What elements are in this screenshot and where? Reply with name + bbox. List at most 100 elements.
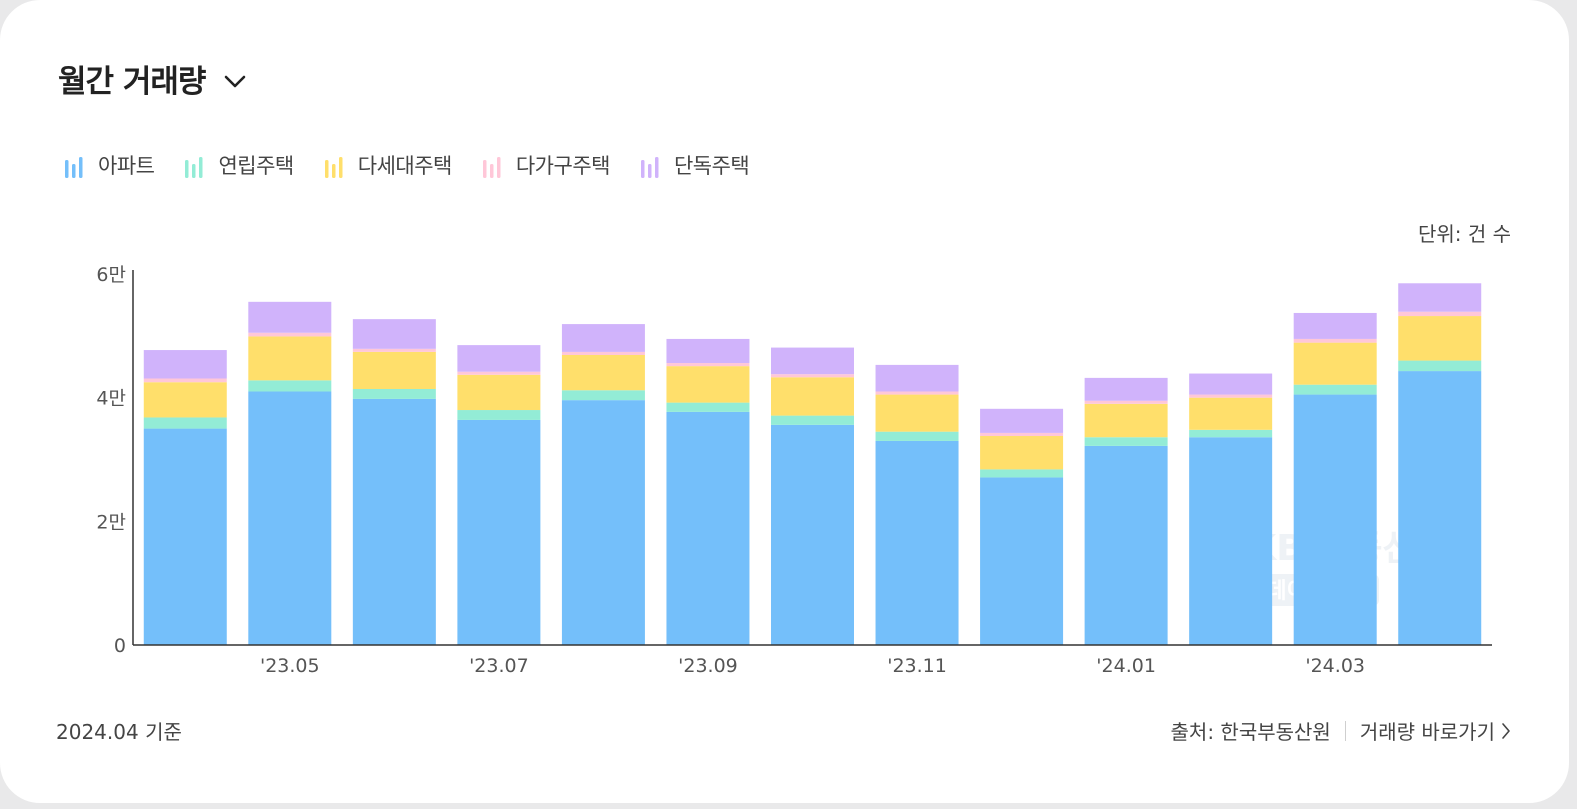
bar-segment-multifamily [980, 432, 1064, 437]
go-to-volume-link[interactable]: 거래량 바로가기 [1360, 716, 1511, 745]
bar-segment-row [1398, 360, 1482, 372]
bar-segment-multifamily [666, 363, 750, 367]
x-tick-label: '23.05 [260, 655, 320, 677]
bar-stack [1398, 283, 1482, 645]
bar-segment-row [457, 410, 541, 420]
bar-segment-apt [666, 411, 750, 645]
bar-segment-detached [1084, 377, 1168, 401]
bar-segment-row [1084, 437, 1168, 446]
bar-segment-apt [561, 400, 645, 645]
bar-stack [771, 347, 854, 645]
bar-chart-icon [65, 157, 83, 178]
bar-segment-multifamily [352, 348, 436, 352]
y-tick-label: 6만 [96, 264, 126, 286]
stacked-bar-chart: KB 부동산데이터허브'23.05'23.07'23.09'23.11'24.0… [96, 264, 1492, 677]
bar-segment-multi [248, 336, 332, 381]
bar-segment-apt [771, 424, 854, 645]
bar-stack [1084, 377, 1168, 645]
bar-segment-multifamily [143, 378, 227, 383]
bar-segment-multi [457, 374, 541, 411]
bar-segment-detached [980, 408, 1064, 433]
bar-segment-apt [980, 477, 1064, 645]
unit-label: 단위: 건 수 [1417, 222, 1511, 246]
y-tick-label: 4만 [96, 388, 126, 410]
x-tick-label: '24.03 [1305, 655, 1365, 677]
bar-segment-apt [1398, 371, 1482, 645]
legend-label: 다세대주택 [357, 154, 453, 178]
x-tick-label: '23.11 [887, 655, 947, 677]
bar-segment-multi [771, 377, 854, 416]
bar-segment-row [666, 402, 750, 412]
legend-label: 아파트 [98, 154, 155, 178]
bar-segment-detached [561, 324, 645, 352]
y-tick-label: 2만 [96, 511, 126, 533]
bar-stack [561, 324, 645, 645]
bar-segment-multifamily [457, 371, 541, 375]
legend-label: 다가구주택 [515, 154, 611, 178]
bar-segment-detached [143, 350, 227, 379]
legend-label: 연립주택 [218, 154, 294, 178]
bar-segment-multi [980, 436, 1064, 470]
bar-stack [1189, 373, 1273, 645]
as-of-date: 2024.04 기준 [56, 720, 182, 744]
bar-segment-row [1189, 429, 1273, 438]
bar-stack [1293, 312, 1377, 645]
bar-segment-row [248, 380, 332, 392]
bar-stack [143, 350, 227, 645]
bar-segment-multi [1293, 342, 1377, 385]
bar-segment-multifamily [1084, 400, 1168, 404]
bar-segment-multi [666, 366, 750, 403]
bar-segment-multifamily [248, 332, 332, 337]
x-tick-label: '24.01 [1096, 655, 1156, 677]
bar-segment-apt [143, 428, 227, 645]
chevron-right-icon [1502, 722, 1510, 739]
legend-item-apt[interactable]: 아파트 [62, 150, 155, 180]
legend-item-multifamily[interactable]: 다가구주택 [480, 150, 610, 180]
divider [1344, 720, 1346, 741]
bar-segment-apt [1189, 437, 1273, 645]
bar-segment-multi [561, 355, 645, 391]
chevron-down-icon [225, 75, 246, 87]
chart-legend: 아파트 연립주택 다세대주택 다가구주택 단독주택 [62, 150, 777, 180]
bar-segment-apt [875, 440, 959, 645]
bar-segment-row [561, 390, 645, 401]
bar-segment-multifamily [561, 351, 645, 356]
source-label: 출처: 한국부동산원 [1170, 720, 1331, 744]
bar-segment-multi [352, 351, 436, 390]
go-to-volume-label: 거래량 바로가기 [1359, 720, 1495, 744]
chart-title: 월간 거래량 [58, 64, 206, 100]
bar-stack [457, 345, 541, 645]
x-tick-label: '23.07 [469, 655, 529, 677]
bar-segment-multi [875, 394, 959, 432]
period-dropdown[interactable]: 월간 거래량 [58, 56, 247, 101]
legend-item-row[interactable]: 연립주택 [182, 150, 294, 180]
bar-stack [666, 338, 750, 645]
bar-segment-row [980, 469, 1064, 478]
x-tick-label: '23.09 [678, 655, 738, 677]
legend-item-multi[interactable]: 다세대주택 [322, 150, 452, 180]
bar-segment-apt [457, 419, 541, 645]
bar-chart-icon [482, 157, 501, 178]
bar-stack [980, 408, 1064, 645]
legend-item-detached[interactable]: 단독주택 [638, 150, 750, 180]
bar-segment-multi [143, 382, 227, 418]
bar-segment-detached [875, 364, 959, 392]
bar-segment-detached [771, 347, 854, 375]
bar-segment-detached [1293, 312, 1377, 339]
y-tick-label: 0 [114, 635, 126, 657]
bar-segment-row [875, 431, 959, 441]
bar-segment-multi [1084, 403, 1168, 438]
bar-segment-row [1293, 384, 1377, 395]
bar-segment-apt [352, 398, 436, 645]
bar-segment-multi [1398, 316, 1482, 361]
bar-segment-multifamily [1398, 311, 1482, 317]
bar-segment-row [771, 415, 854, 425]
bar-segment-multifamily [1189, 394, 1273, 398]
bar-segment-detached [1398, 283, 1482, 312]
bar-segment-row [143, 417, 227, 429]
bar-segment-detached [457, 345, 541, 372]
bar-segment-row [352, 389, 436, 399]
bar-segment-multifamily [875, 391, 959, 395]
footer-links: 출처: 한국부동산원 거래량 바로가기 [1171, 716, 1511, 745]
